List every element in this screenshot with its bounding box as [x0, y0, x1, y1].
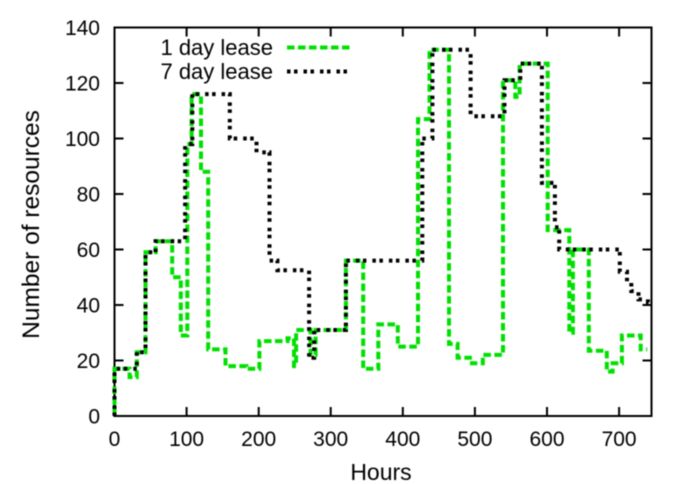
- svg-text:120: 120: [65, 73, 100, 96]
- svg-text:700: 700: [602, 428, 637, 451]
- svg-text:300: 300: [313, 428, 348, 451]
- svg-text:100: 100: [65, 128, 100, 151]
- svg-text:7 day lease: 7 day lease: [160, 59, 273, 84]
- svg-text:60: 60: [77, 239, 100, 262]
- svg-text:140: 140: [65, 17, 100, 40]
- svg-text:500: 500: [457, 428, 492, 451]
- svg-text:1 day lease: 1 day lease: [160, 35, 273, 60]
- svg-text:0: 0: [109, 428, 121, 451]
- svg-text:600: 600: [529, 428, 564, 451]
- svg-text:400: 400: [385, 428, 420, 451]
- svg-text:0: 0: [88, 406, 100, 429]
- svg-text:20: 20: [77, 350, 100, 373]
- svg-text:40: 40: [77, 295, 100, 318]
- svg-text:100: 100: [169, 428, 204, 451]
- svg-text:Hours: Hours: [350, 459, 411, 484]
- svg-text:200: 200: [241, 428, 276, 451]
- svg-text:Number of resources: Number of resources: [18, 110, 45, 339]
- svg-text:80: 80: [77, 184, 100, 207]
